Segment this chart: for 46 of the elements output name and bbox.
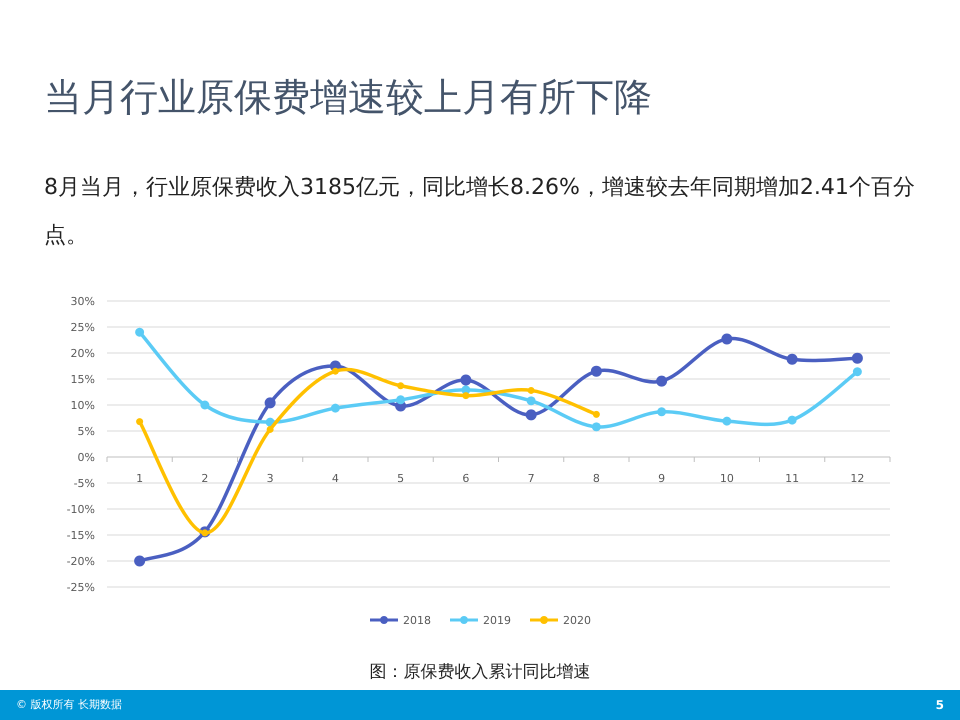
point <box>200 400 210 410</box>
point <box>656 376 668 387</box>
y-tick-label: -15% <box>66 529 95 542</box>
legend-label: 2019 <box>483 614 511 627</box>
point <box>264 397 276 408</box>
point <box>332 368 339 375</box>
point <box>590 366 602 377</box>
y-tick-label: 25% <box>70 321 95 334</box>
point <box>592 410 600 418</box>
text: © 版权所有 长期数据 <box>16 698 122 711</box>
point <box>657 407 666 416</box>
y-tick-label: -5% <box>74 477 95 490</box>
point <box>462 392 470 400</box>
point <box>135 328 144 337</box>
y-tick-label: 10% <box>70 399 95 412</box>
point <box>722 416 732 426</box>
y-tick-label: 20% <box>70 347 95 360</box>
y-tick-label: -20% <box>66 555 95 568</box>
point <box>526 409 537 420</box>
point <box>721 333 732 344</box>
legend-label: 2018 <box>403 614 431 627</box>
chart-subtitle: 8月当月，行业原保费收入3185亿元，同比增长8.26%，增速较去年同期增加2.41个百分点。 <box>44 174 916 250</box>
point <box>528 386 535 394</box>
y-tick-label: -10% <box>66 503 95 516</box>
y-tick-label: 15% <box>70 373 95 386</box>
point <box>852 367 862 376</box>
point <box>786 354 798 365</box>
point <box>592 422 601 432</box>
point <box>134 556 146 566</box>
point <box>526 396 536 406</box>
point <box>330 404 340 413</box>
point <box>266 426 274 433</box>
legend-label: 2020 <box>563 614 591 627</box>
point <box>136 418 144 426</box>
y-tick-label: 30% <box>70 295 95 308</box>
text: 图：原保费收入累计同比增速 <box>370 662 590 682</box>
text: 5 <box>936 698 944 712</box>
point <box>460 374 472 386</box>
y-tick-label: -25% <box>66 581 95 594</box>
point <box>852 352 863 364</box>
point <box>788 416 797 425</box>
point <box>397 382 404 390</box>
chart-title: 当月行业原保费增速较上月有所下降 <box>44 74 652 121</box>
point <box>396 395 406 404</box>
y-tick-label: 0% <box>78 451 95 464</box>
y-tick-label: 5% <box>78 425 95 438</box>
